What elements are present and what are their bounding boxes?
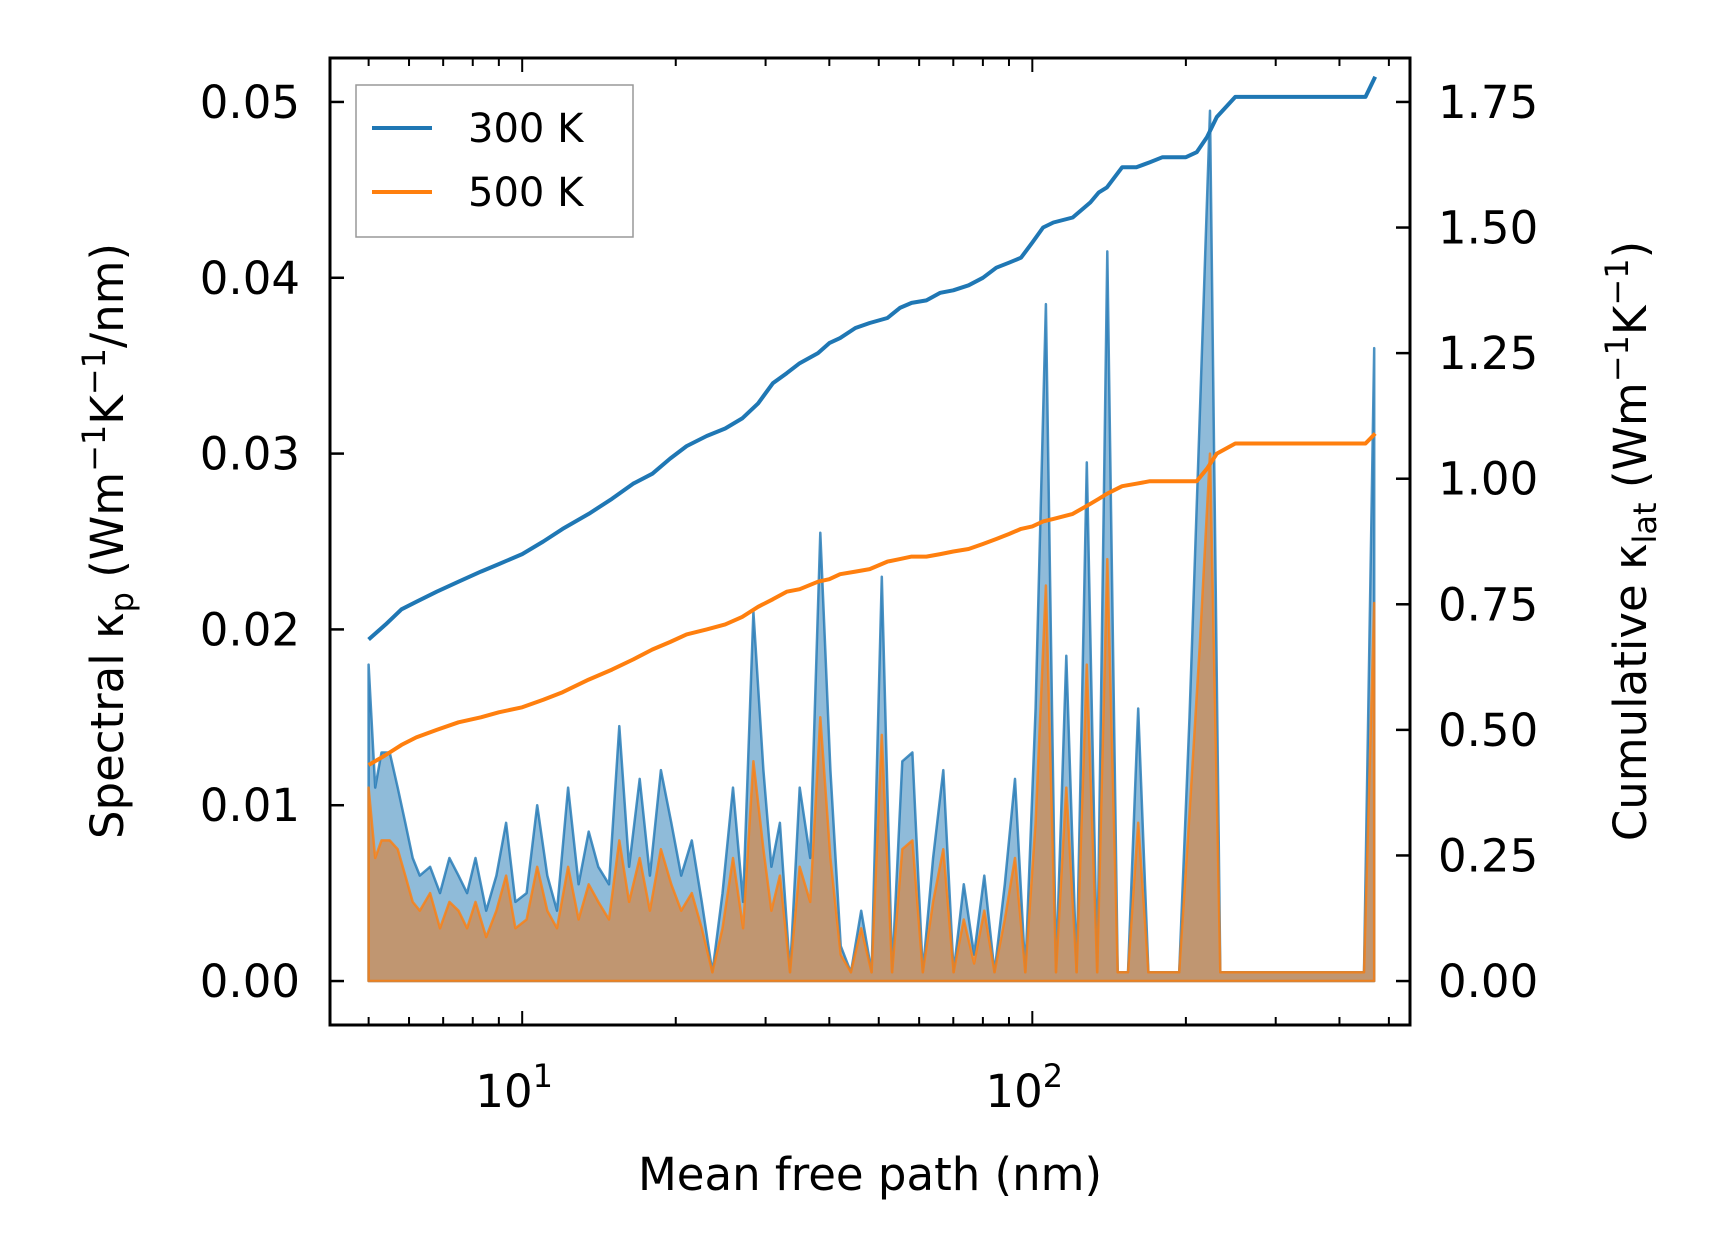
y-left-tick-label: 0.02 <box>200 603 300 656</box>
spectral-area-300k <box>367 109 1376 983</box>
legend-label-300k: 300 K <box>468 106 585 152</box>
legend: 300 K 500 K <box>355 84 634 238</box>
x-tick-label: 102 <box>986 1057 1064 1118</box>
y-right-tick-label: 1.25 <box>1438 327 1538 380</box>
y-axis-left-title: Spectral κp (Wm−1K−1/nm) <box>75 243 141 839</box>
y-right-tick-label: 0.75 <box>1438 578 1538 631</box>
y-right-tick-label: 0.25 <box>1438 829 1538 882</box>
y-left-tick-label: 0.00 <box>200 955 300 1008</box>
x-tick-label: 101 <box>475 1057 553 1118</box>
y-left-tick-label: 0.01 <box>200 779 300 832</box>
spectral-area-500k <box>367 452 1376 983</box>
x-axis-title: Mean free path (nm) <box>638 1148 1102 1201</box>
y-right-tick-label: 1.00 <box>1438 453 1538 506</box>
y-left-tick-label: 0.03 <box>200 428 300 481</box>
y-left-tick-label: 0.04 <box>200 252 300 305</box>
plot-frame <box>328 56 1412 1027</box>
y-right-tick-label: 1.50 <box>1438 202 1538 255</box>
cumulative-line-300k <box>367 75 1378 641</box>
spectral-fills <box>367 109 1376 983</box>
axis-ticks: 0.00 0.01 0.02 0.03 0.04 0.05 0.00 0.25 0.50 0.75… <box>200 58 1538 1118</box>
y-axis-right-title: Cumulative κlat (Wm−1K−1) <box>1598 241 1664 841</box>
y-right-tick-label: 0.50 <box>1438 704 1538 757</box>
legend-frame <box>355 84 634 238</box>
legend-label-500k: 500 K <box>468 170 585 216</box>
y-right-tick-label: 0.00 <box>1438 955 1538 1008</box>
y-left-tick-label: 0.05 <box>200 76 300 129</box>
cumulative-line-500k <box>367 432 1377 767</box>
y-right-tick-label: 1.75 <box>1438 76 1538 129</box>
series-lines <box>367 75 1378 767</box>
